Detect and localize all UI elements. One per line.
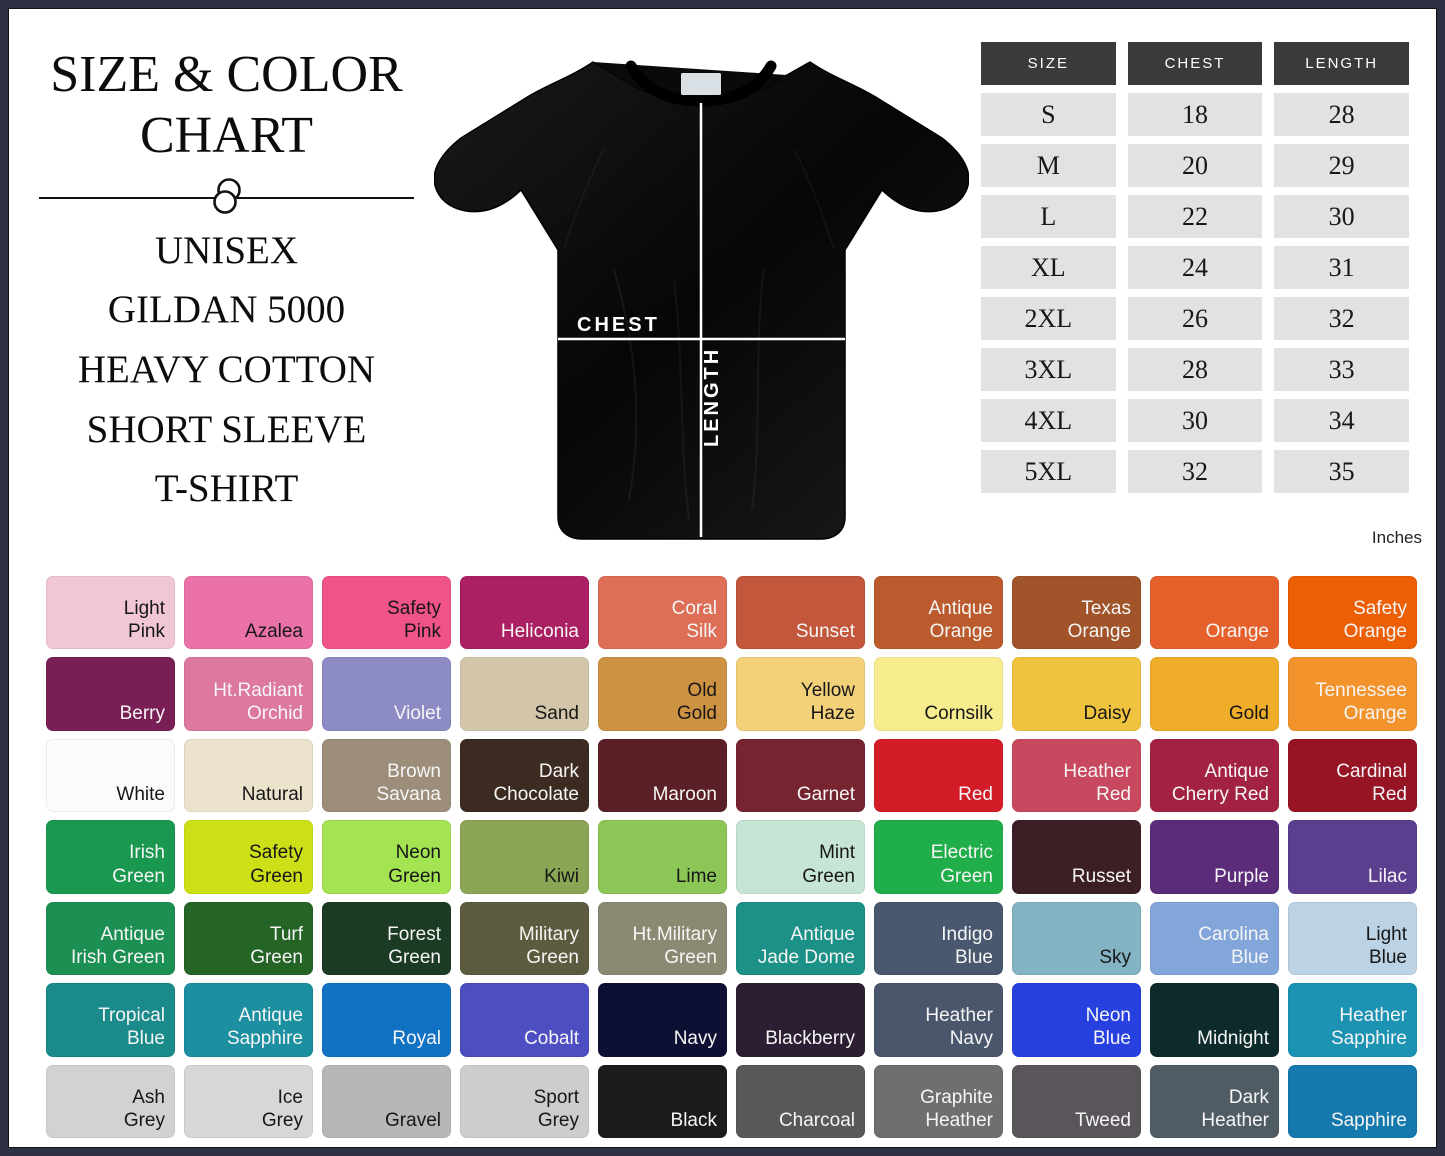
svg-text:CHEST: CHEST xyxy=(577,314,660,336)
svg-text:LENGTH: LENGTH xyxy=(701,347,723,447)
